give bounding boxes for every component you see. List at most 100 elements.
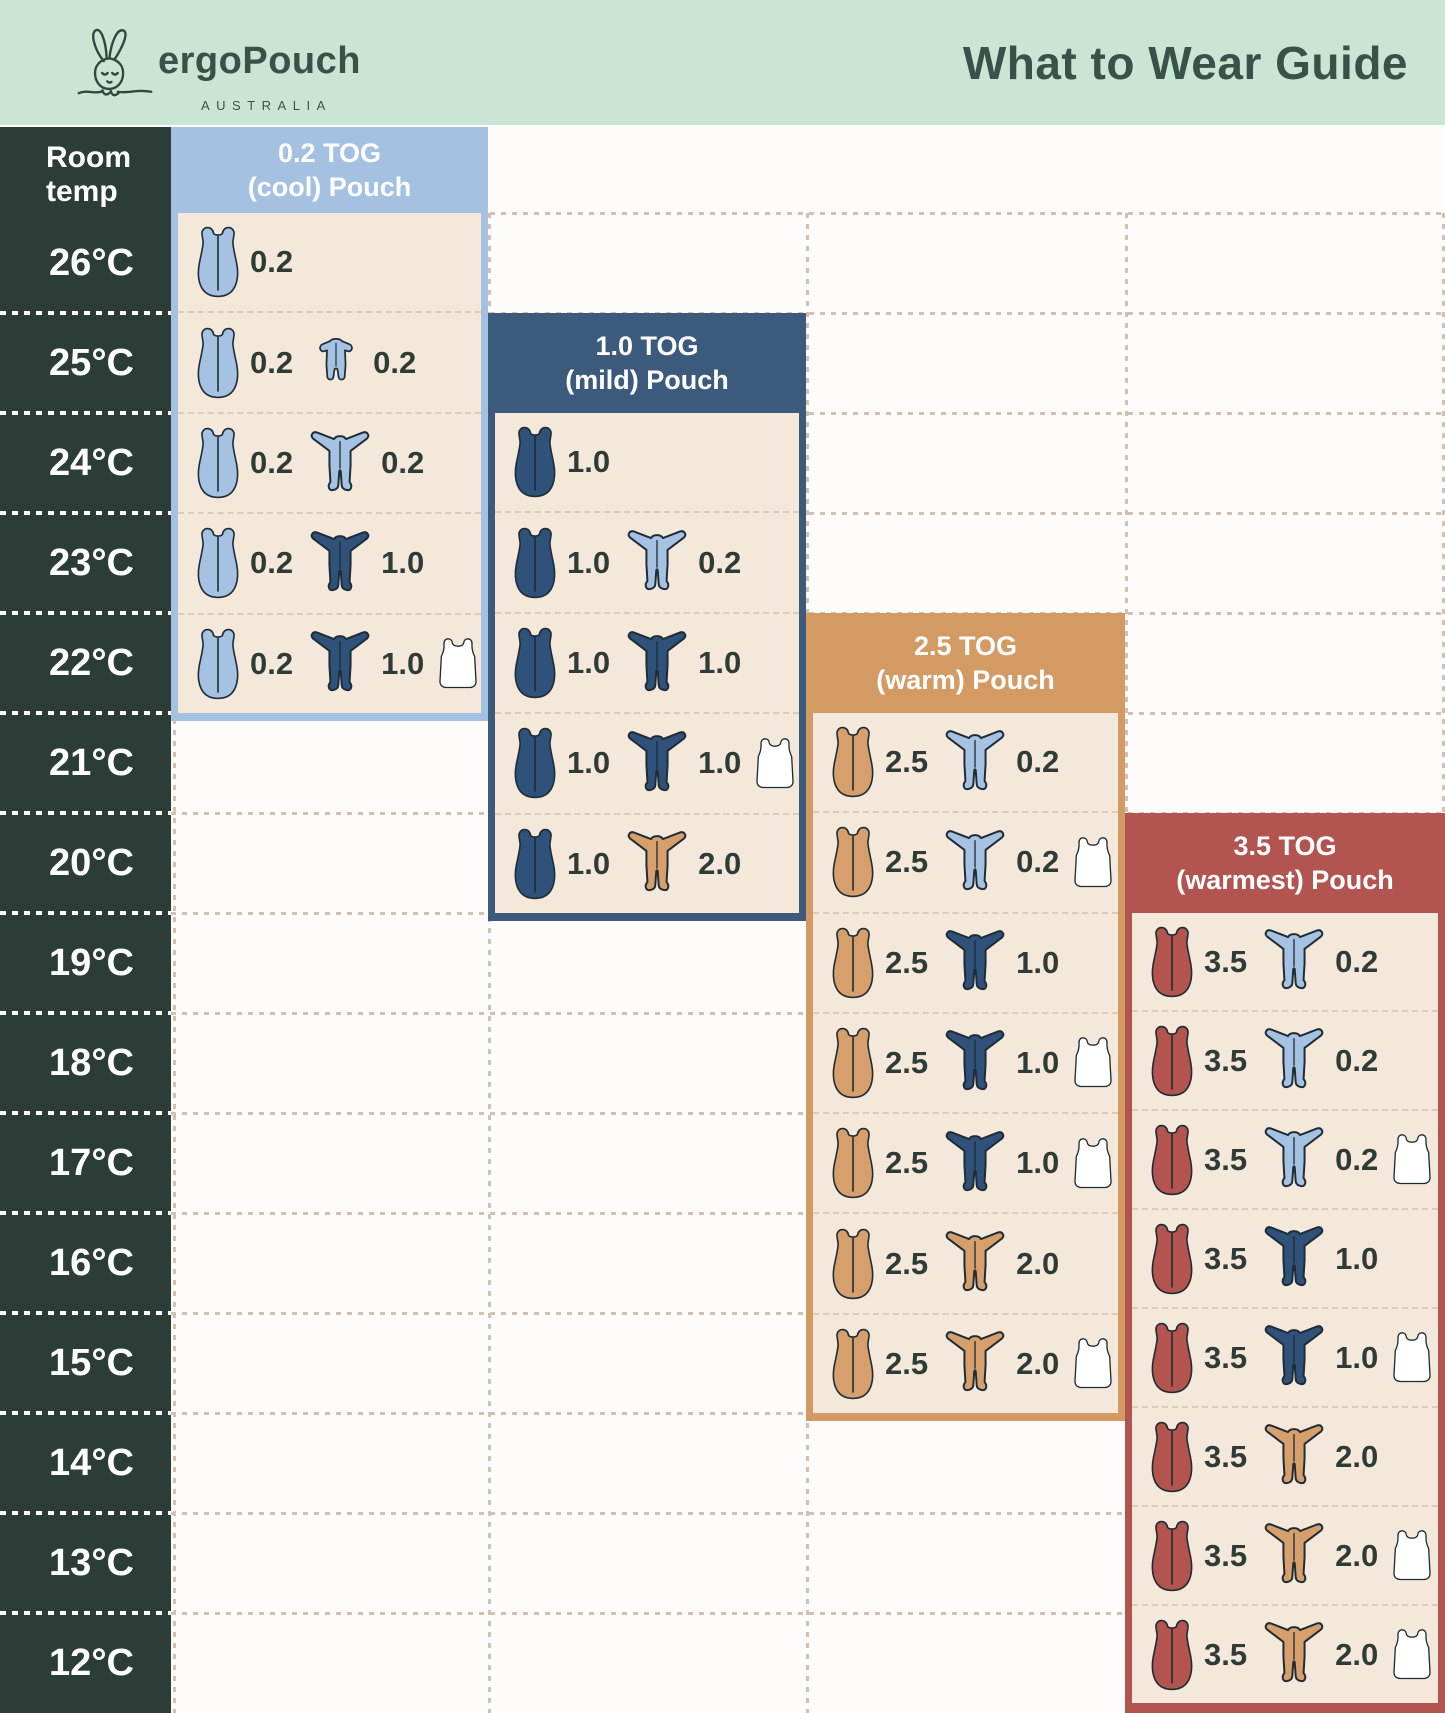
outfit-item [755,736,795,791]
long-sleeve-sleep-suit-icon [624,830,690,897]
panel-row-tog-3-5-13: 3.5 2.0 [1132,1505,1438,1604]
tog-value: 0.2 [1016,844,1060,880]
panel-row-tog-1-0-23: 1.0 0.2 [495,511,799,611]
tog-value: 1.0 [567,645,611,681]
tog-value: 3.5 [1204,1141,1248,1177]
panel-row-tog-2-5-15: 2.5 2.0 [813,1312,1118,1413]
tog-value: 0.2 [1335,1141,1379,1177]
sleeping-bag-pouch-icon [511,424,559,500]
temp-column-header: Room temp [46,141,131,208]
panel-row-tog-0-2-24: 0.2 0.2 [178,411,481,512]
panel-body-tog-3-5: 3.5 0.2 3.5 0.2 3.5 0.2 3.5 1.0 3.5 1.0 3.5 2.0 3.5 2… [1125,913,1445,1713]
outfit-item: 0.2 [194,325,293,401]
sleeping-bag-pouch-icon [194,525,242,601]
outfit-item: 1.0 [1261,1324,1378,1391]
sleeping-bag-pouch-icon [829,1326,877,1402]
long-sleeve-sleep-suit-icon [1261,1423,1327,1490]
temp-cell-19: 19°C [0,911,171,1013]
brand-subtitle: AUSTRALIA [201,98,332,113]
tog-value: 1.0 [381,545,425,581]
outfit-item: 1.0 [624,730,741,797]
tog-value: 3.5 [1204,1042,1248,1078]
long-sleeve-sleep-suit-icon [1261,1126,1327,1193]
outfit-item: 2.0 [942,1330,1059,1397]
outfit-item: 2.5 [829,824,928,900]
outfit-item [438,636,478,691]
tog-value: 2.0 [1016,1345,1060,1381]
tog-value: 1.0 [567,745,611,781]
sleeping-bag-pouch-icon [511,725,559,801]
tog-value: 0.2 [250,445,294,481]
outfit-item: 3.5 [1148,1122,1247,1198]
long-sleeve-sleep-suit-icon [1261,1225,1327,1292]
long-sleeve-sleep-suit-icon [942,1029,1008,1096]
outfit-item: 1.0 [511,725,610,801]
panel-row-tog-3-5-19: 3.5 0.2 [1132,913,1438,1010]
tog-value: 0.2 [250,645,294,681]
panel-row-tog-0-2-22: 0.2 1.0 [178,612,481,713]
tog-value: 1.0 [698,645,742,681]
tog-value: 3.5 [1204,1240,1248,1276]
outfit-item: 2.5 [829,1125,928,1201]
tog-value: 1.0 [1335,1339,1379,1375]
tog-value: 2.5 [885,744,929,780]
tog-value: 3.5 [1204,1537,1248,1573]
long-sleeve-sleep-suit-icon [624,730,690,797]
sleeping-bag-pouch-icon [829,1025,877,1101]
outfit-item: 1.0 [511,525,610,601]
panel-tog-0-2: 0.2 TOG (cool) Pouch 0.2 0.2 0.2 0.2 0.2 0.2 1.0… [171,127,488,721]
panel-title-line2: (mild) Pouch [565,365,729,395]
outfit-item: 0.2 [1261,928,1378,995]
sleeping-bag-pouch-icon [829,1125,877,1201]
temp-cell-20: 20°C [0,811,171,913]
outfit-item: 3.5 [1148,1518,1247,1594]
panel-row-tog-1-0-20: 1.0 2.0 [495,812,799,913]
temp-cell-13: 13°C [0,1511,171,1613]
white-singlet-icon [1073,1035,1113,1090]
panel-row-tog-3-5-15: 3.5 1.0 [1132,1307,1438,1406]
outfit-item: 2.5 [829,1226,928,1302]
tog-value: 0.2 [1335,943,1379,979]
white-singlet-icon [1073,835,1113,890]
panel-row-tog-3-5-14: 3.5 2.0 [1132,1406,1438,1505]
outfit-item: 1.0 [307,530,424,597]
white-singlet-icon [1073,1136,1113,1191]
tog-value: 0.2 [250,244,294,280]
outfit-item: 3.5 [1148,924,1247,1000]
long-sleeve-sleep-suit-icon [942,929,1008,996]
outfit-item [1392,1132,1432,1187]
outfit-item: 2.5 [829,724,928,800]
panel-title-line1: 1.0 TOG [595,331,699,361]
outfit-item: 1.0 [511,625,610,701]
panel-row-tog-0-2-26: 0.2 [178,213,481,311]
panel-title-line2: (warmest) Pouch [1176,865,1394,895]
tog-value: 0.2 [698,544,742,580]
outfit-item: 3.5 [1148,1419,1247,1495]
sleeping-bag-pouch-icon [194,626,242,702]
long-sleeve-sleep-suit-icon [307,530,373,597]
outfit-item: 1.0 [511,424,610,500]
outfit-item [1073,835,1113,890]
tog-value: 3.5 [1204,1438,1248,1474]
panel-row-tog-2-5-21: 2.5 0.2 [813,713,1118,811]
temp-cell-17: 17°C [0,1111,171,1213]
temp-cell-14: 14°C [0,1411,171,1513]
panel-header-tog-2-5: 2.5 TOG (warm) Pouch [806,613,1125,713]
outfit-item: 1.0 [942,929,1059,996]
tog-value: 1.0 [698,745,742,781]
long-sleeve-sleep-suit-icon [1261,1324,1327,1391]
panel-title-line1: 2.5 TOG [913,631,1018,661]
panel-tog-1-0: 1.0 TOG (mild) Pouch 1.0 1.0 0.2 1.0 1.0 1.0 1.0… [488,313,806,921]
panel-row-tog-1-0-21: 1.0 1.0 [495,712,799,812]
outfit-item: 1.0 [942,1029,1059,1096]
tog-value: 1.0 [1016,1145,1060,1181]
tog-value: 1.0 [567,544,611,580]
panel-row-tog-3-5-16: 3.5 1.0 [1132,1208,1438,1307]
outfit-item: 2.5 [829,925,928,1001]
tog-value: 2.5 [885,1245,929,1281]
outfit-item: 0.2 [1261,1126,1378,1193]
short-sleeve-romper-icon [307,335,365,390]
sleeping-bag-pouch-icon [1148,1221,1196,1297]
outfit-item: 2.5 [829,1326,928,1402]
